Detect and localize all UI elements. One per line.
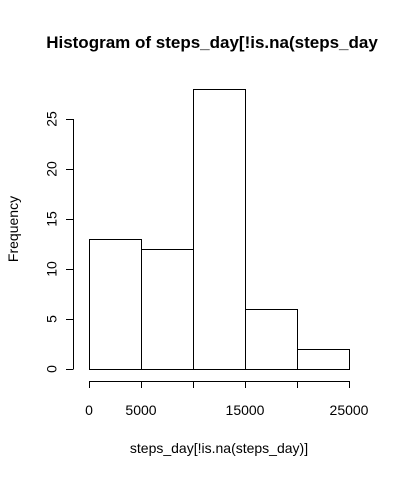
y-tick-label: 0 — [44, 365, 60, 373]
x-tick-label: 15000 — [226, 402, 265, 418]
x-tick-label: 25000 — [330, 402, 369, 418]
histogram-bar-0 — [89, 239, 142, 370]
x-tick-label: 5000 — [125, 402, 156, 418]
y-axis: 0 5 10 15 20 25 — [44, 111, 74, 373]
x-axis: 0 5000 15000 25000 — [85, 381, 369, 418]
histogram-bar-1 — [141, 249, 194, 370]
y-tick-label: 15 — [44, 211, 60, 227]
y-tick-label: 25 — [44, 111, 60, 127]
x-tick-label: 0 — [85, 402, 93, 418]
histogram-bar-3 — [245, 309, 298, 370]
x-axis-label: steps_day[!is.na(steps_day)] — [130, 440, 308, 456]
y-tick-label: 5 — [44, 315, 60, 323]
y-tick-label: 10 — [44, 261, 60, 277]
y-axis-label: Frequency — [5, 196, 21, 262]
histogram-bar-2 — [193, 89, 246, 370]
bars-layer — [89, 89, 350, 370]
y-tick-label: 20 — [44, 161, 60, 177]
chart-title: Histogram of steps_day[!is.na(steps_day — [46, 33, 378, 52]
histogram-bar-4 — [297, 349, 350, 370]
